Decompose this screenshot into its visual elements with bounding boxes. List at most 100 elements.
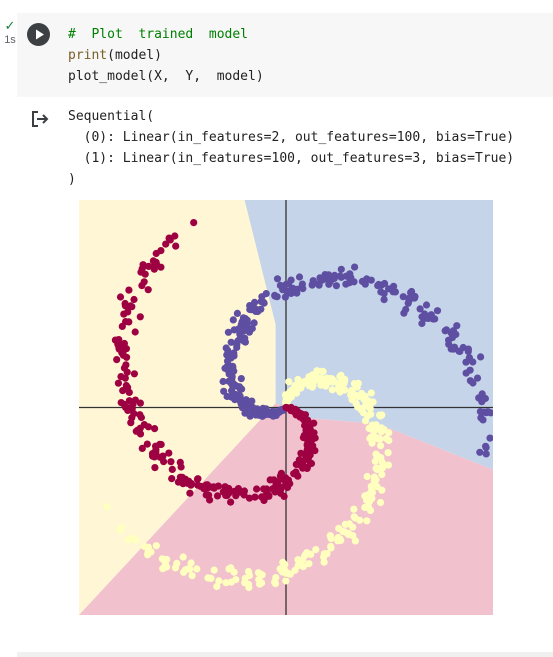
scatter-point-class-2	[190, 219, 198, 227]
scatter-point-class-2	[177, 463, 185, 471]
scatter-point-class-1	[251, 298, 259, 306]
scatter-point-class-2	[149, 257, 157, 265]
scatter-point-class-0	[327, 534, 335, 543]
scatter-point-class-0	[367, 433, 375, 441]
scatter-point-class-0	[368, 489, 377, 497]
output-redirect-icon[interactable]	[29, 108, 51, 130]
run-cell-button[interactable]	[27, 23, 50, 46]
scatter-point-class-1	[486, 434, 494, 442]
scatter-point-class-2	[127, 302, 135, 310]
scatter-point-class-0	[319, 367, 327, 376]
scatter-point-class-0	[377, 442, 385, 450]
scatter-point-class-2	[116, 293, 125, 301]
scatter-point-class-0	[371, 457, 379, 465]
scatter-point-class-2	[117, 399, 125, 407]
scatter-point-class-1	[233, 309, 241, 317]
scatter-point-class-2	[138, 444, 146, 452]
scatter-point-class-1	[367, 276, 375, 284]
print-args: (model)	[107, 48, 162, 63]
print-builtin: print	[68, 48, 108, 63]
scatter-point-class-0	[366, 405, 374, 413]
scatter-point-class-1	[295, 273, 304, 281]
scatter-point-class-2	[145, 262, 153, 270]
scatter-point-class-1	[239, 314, 248, 322]
scatter-point-class-0	[385, 429, 393, 437]
scatter-point-class-1	[298, 280, 306, 288]
scatter-point-class-0	[124, 536, 132, 544]
scatter-point-class-0	[363, 472, 371, 481]
scatter-point-class-0	[213, 582, 221, 591]
scatter-point-class-2	[165, 449, 173, 457]
scatter-point-class-0	[282, 577, 290, 585]
scatter-point-class-0	[328, 386, 336, 394]
scatter-point-class-1	[469, 358, 477, 366]
scatter-point-class-1	[481, 394, 489, 403]
scatter-point-class-2	[131, 328, 139, 336]
decision-boundary-plot	[79, 200, 495, 615]
scatter-point-class-2	[152, 249, 160, 258]
scatter-point-class-2	[299, 434, 307, 442]
scatter-point-class-1	[227, 338, 235, 346]
scatter-point-class-2	[193, 475, 202, 483]
scatter-point-class-2	[174, 478, 182, 486]
scatter-point-class-0	[337, 536, 345, 544]
scatter-point-class-0	[144, 551, 152, 559]
scatter-point-class-1	[221, 364, 229, 372]
scatter-point-class-1	[224, 328, 232, 336]
scatter-point-class-1	[390, 282, 398, 290]
scatter-point-class-0	[366, 506, 375, 515]
scatter-point-class-2	[111, 336, 119, 344]
scatter-point-class-2	[194, 481, 202, 489]
code-editor[interactable]: # Plot trained model print(model) plot_m…	[68, 24, 264, 87]
scatter-point-class-0	[171, 564, 179, 572]
scatter-point-class-1	[276, 281, 284, 289]
scatter-point-class-2	[121, 299, 129, 308]
scatter-point-class-0	[363, 517, 371, 525]
scatter-point-class-2	[280, 492, 288, 500]
scatter-point-class-0	[341, 375, 349, 383]
scatter-point-class-2	[251, 493, 259, 501]
scatter-point-class-1	[287, 276, 295, 284]
scatter-point-class-2	[206, 496, 214, 504]
scatter-point-class-2	[130, 295, 138, 304]
scatter-point-class-2	[122, 381, 130, 390]
scatter-point-class-2	[118, 322, 126, 330]
scatter-point-class-2	[149, 452, 157, 460]
output-line: (1): Linear(in_features=100, out_feature…	[68, 151, 515, 166]
scatter-point-class-1	[380, 290, 388, 298]
scatter-point-class-1	[476, 448, 484, 456]
output-line: )	[68, 172, 76, 187]
scatter-point-class-1	[431, 315, 439, 323]
scatter-point-class-2	[139, 261, 147, 269]
scatter-point-class-2	[245, 494, 254, 502]
scatter-point-class-0	[116, 526, 124, 534]
scatter-point-class-1	[225, 377, 233, 385]
code-cell[interactable]: # Plot trained model print(model) plot_m…	[17, 13, 553, 97]
scatter-point-class-0	[312, 546, 320, 554]
scatter-point-class-1	[479, 416, 487, 424]
scatter-point-class-1	[281, 293, 289, 301]
code-line-plot: plot_model(X, Y, model)	[68, 69, 264, 84]
scatter-point-class-1	[380, 296, 388, 304]
scatter-point-class-0	[256, 580, 264, 588]
scatter-point-class-2	[310, 419, 318, 427]
scatter-point-class-0	[210, 566, 218, 574]
scatter-point-class-1	[408, 287, 416, 296]
scatter-point-class-0	[179, 553, 187, 561]
scatter-point-class-0	[372, 425, 380, 433]
scatter-point-class-1	[477, 353, 485, 361]
scatter-point-class-2	[167, 458, 175, 466]
scatter-point-class-0	[378, 486, 386, 494]
scatter-point-class-0	[341, 386, 349, 394]
output-line: Sequential(	[68, 109, 155, 124]
scatter-point-class-1	[473, 374, 482, 382]
scatter-point-class-0	[378, 464, 387, 472]
scatter-point-class-1	[482, 444, 490, 452]
scatter-point-class-0	[356, 516, 364, 524]
scatter-point-class-2	[132, 427, 140, 435]
scatter-point-class-1	[346, 270, 354, 278]
scatter-point-class-0	[367, 389, 375, 397]
scatter-point-class-0	[378, 411, 386, 419]
plot-svg	[79, 200, 495, 615]
scatter-point-class-0	[320, 558, 328, 566]
